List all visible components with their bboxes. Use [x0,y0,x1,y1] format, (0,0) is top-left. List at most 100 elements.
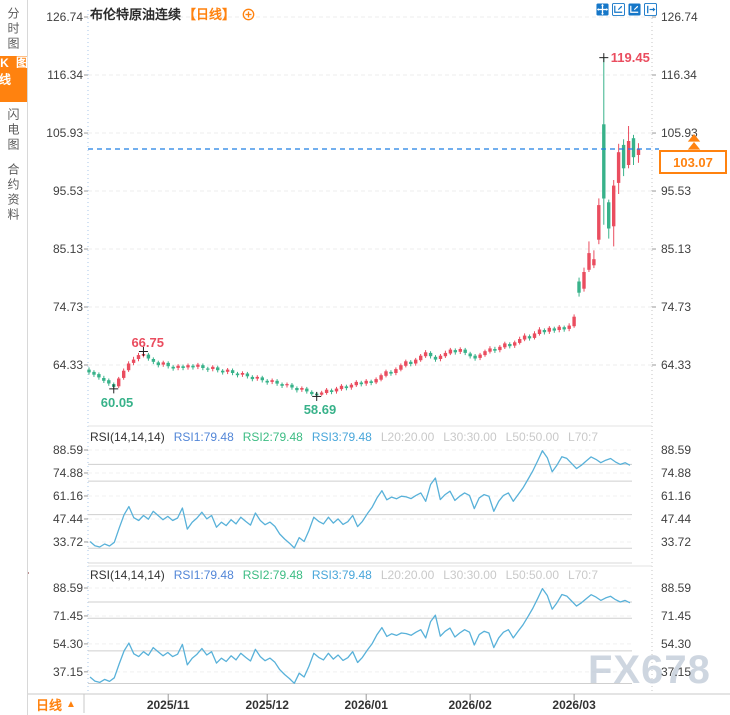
candle [221,370,225,373]
candle [225,369,230,372]
candle [587,253,591,270]
candle [206,368,210,370]
candle [423,352,428,357]
candle [409,361,413,364]
candle [626,141,631,165]
candle [359,382,363,385]
candle [211,366,215,369]
candle [339,385,344,390]
candle [107,380,111,384]
candle [473,355,477,359]
sidebar-item-kline-chart[interactable]: K线图 [0,56,29,102]
sidebar-item-time-share-chart[interactable]: 分时图 [6,6,20,52]
candle [255,376,259,379]
candle [176,365,180,368]
candle [498,346,502,351]
timeframe-label: 日线 [36,698,63,713]
chart-toolbar [596,3,657,16]
candle [468,353,472,357]
candle [433,356,438,360]
candle [310,391,314,395]
candle [240,373,245,375]
instrument-title: 布伦特原油连续 [90,7,182,22]
candle [562,327,566,330]
candle [196,364,200,367]
candle [161,362,165,365]
candle [532,333,537,338]
sidebar-item-contract-info[interactable]: 合约资料 [6,163,20,223]
candle [607,202,611,229]
candle [300,388,304,390]
rsi-line [89,587,631,684]
candle [329,390,334,392]
sidebar-item-flash-chart[interactable]: 闪电图 [6,107,20,153]
candle [453,350,457,353]
pan-icon[interactable] [596,3,609,16]
fit-y-axis-icon[interactable] [628,3,641,16]
candle [97,374,101,378]
candle [270,380,274,382]
candle [319,392,324,395]
candle [592,259,596,266]
candle [230,370,235,373]
candle [250,376,255,380]
candle [166,362,170,367]
candle [146,354,151,359]
candle [547,327,551,332]
candle [379,375,383,380]
candle [280,384,284,386]
timeframe-selector[interactable]: 日线 ▲ [28,695,84,714]
candle [621,144,626,169]
candle [419,355,423,361]
candle [478,354,482,358]
candle [384,371,388,376]
rsi-line [89,450,631,549]
candle [616,152,621,183]
candle [493,349,497,351]
candle [537,329,542,334]
fit-x-axis-icon[interactable] [612,3,625,16]
candle [399,365,403,370]
sidebar: 分时图 K线图闪电图合约资料 [0,0,29,715]
candle [122,370,126,378]
candle [235,373,240,376]
candle [87,369,91,373]
candle [527,336,532,339]
circle-plus-icon[interactable] [242,8,255,21]
candle [428,352,433,357]
candle [290,384,294,388]
candle [136,355,141,359]
candle [151,359,156,362]
candle [503,343,507,348]
candle [92,371,96,375]
candle [414,359,418,364]
candle [631,138,636,158]
candle [191,365,195,368]
candle [374,379,378,383]
candle [513,342,517,346]
candlestick-series[interactable] [87,57,641,397]
candle [344,386,349,389]
candle [443,352,448,357]
chevron-up-icon: ▲ [66,699,76,710]
candle [612,185,616,227]
candle [349,384,354,388]
candle [394,369,398,373]
candle [542,330,547,333]
candle [582,272,586,289]
candle [171,366,175,369]
exit-chart-icon[interactable] [644,3,657,16]
candle [324,389,329,393]
candle [522,335,527,340]
candle [458,349,462,352]
period-tag[interactable]: 【日线】 [183,7,236,22]
candle [483,351,487,356]
candle [557,326,561,330]
candle [597,205,601,240]
watermark: FX678 [588,648,711,692]
candle [463,349,467,353]
candle [295,388,299,391]
candle [369,381,373,383]
